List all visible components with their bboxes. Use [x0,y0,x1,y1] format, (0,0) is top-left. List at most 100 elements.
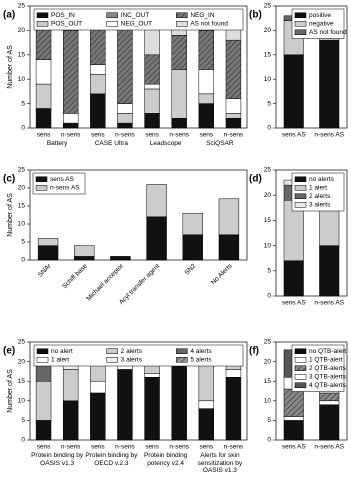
legend-swatch [35,185,48,191]
x-tick-label: sens AS [282,132,307,139]
legend-swatch [294,382,307,388]
x-tick-label: n-sens [169,132,189,139]
y-tick-label: 20 [18,185,26,192]
bar-segment [117,103,133,114]
bar-segment [37,245,59,261]
legend-swatch [294,202,307,208]
y-tick-label: 20 [18,358,26,365]
x-tick-label: n-sens [224,132,244,139]
legend-swatch [36,21,49,27]
bar-segment [198,69,215,95]
bar-segment [144,373,160,378]
legend-label: sens AS [50,176,75,183]
x-tick-label: sens [145,444,159,451]
legend-label: 2 alerts [121,348,143,355]
bar-segment [146,216,167,261]
y-tick-label: 25 [18,167,26,174]
y-tick-label: 10 [264,242,272,249]
bar-segment [35,420,52,441]
x-tick-label: SNAr [37,262,54,279]
bar-segment [90,74,106,95]
y-tick-label: 0 [267,125,271,132]
legend-swatch [35,176,48,182]
bar-segment [62,400,79,441]
bar-segment [225,117,242,129]
bar-segment [171,117,187,129]
legend-swatch [294,12,307,18]
bar-segment [283,416,304,421]
bar-segment [117,122,133,129]
plot-frame [275,5,348,129]
x-tick-label: sens [91,444,105,451]
panel-label: (a) [3,10,15,21]
legend-swatch [36,12,49,18]
bar-segment [35,108,52,129]
bar-segment [319,39,340,129]
bar-segment [117,20,133,104]
y-tick-label: 5 [267,268,271,275]
y-axis-label: Number of AS [7,369,14,413]
bar-segment [171,69,187,119]
bar-segment [198,93,215,104]
legend-swatch [36,357,49,363]
plot-frame [29,341,248,441]
bar-segment [144,88,160,114]
bar-segment [171,357,187,441]
legend-swatch [106,348,118,354]
bar-segment [198,400,215,409]
y-tick-label: 20 [264,192,272,199]
bar-segment [182,212,203,236]
x-tick-label: n-sens [115,132,135,139]
bar-segment [62,369,79,402]
legend-swatch [294,185,307,191]
y-tick-label: 0 [21,125,25,132]
legend-label: 2 QTB-alerts [309,365,347,372]
x-tick-label: Acyl transfer agent [118,263,161,306]
legend-label: 3 alerts [121,356,143,363]
legend-label: positive [309,12,331,19]
bar-segment [62,30,79,114]
bar-segment [110,256,131,261]
bar-segment [283,388,304,417]
bar-segment [283,260,304,297]
bar-segment [198,361,215,402]
y-tick-label: 5 [21,100,25,107]
group-label: Protein binding by OASIS v1.3 [31,452,84,467]
x-tick-label: SN2 [183,262,197,276]
y-tick-label: 0 [267,293,271,300]
group-label: CASE Ultra [94,140,128,147]
legend-label: INC_OUT [121,12,150,19]
x-tick-label: sens [199,444,213,451]
bar-segment [198,103,215,129]
plot-frame [29,5,248,129]
y-tick-label: 0 [267,437,271,444]
y-tick-label: 20 [264,27,272,34]
y-tick-label: 0 [21,257,25,264]
legend-swatch [106,12,118,18]
bar-segment [35,83,52,109]
y-tick-label: 25 [18,339,26,346]
y-tick-label: 15 [264,217,272,224]
x-tick-label: sens [37,444,51,451]
y-axis-label: Number of AS [7,193,14,237]
group-label: Alerts for skin sensitization by OASIS v… [197,452,243,474]
legend-swatch [176,21,188,27]
y-tick-label: 10 [18,76,26,83]
bar-segment [218,234,240,261]
x-tick-label: sens [145,132,159,139]
x-tick-label: n-sens [61,132,81,139]
legend-label: negative [309,20,334,27]
panel-label: (c) [3,174,15,185]
legend-label: no QTB-alert [309,348,346,355]
y-tick-label: 5 [267,417,271,424]
legend-box [33,8,244,31]
bar-segment [283,54,304,129]
bar-segment [218,198,240,236]
y-tick-label: 20 [264,358,272,365]
legend-label: NEG_OUT [121,20,152,27]
legend-label: 3 alerts [309,201,331,208]
y-tick-label: 5 [21,417,25,424]
bar-segment [90,64,106,75]
legend-label: 3 QTB-alerts [309,373,347,380]
legend-box [33,344,244,367]
